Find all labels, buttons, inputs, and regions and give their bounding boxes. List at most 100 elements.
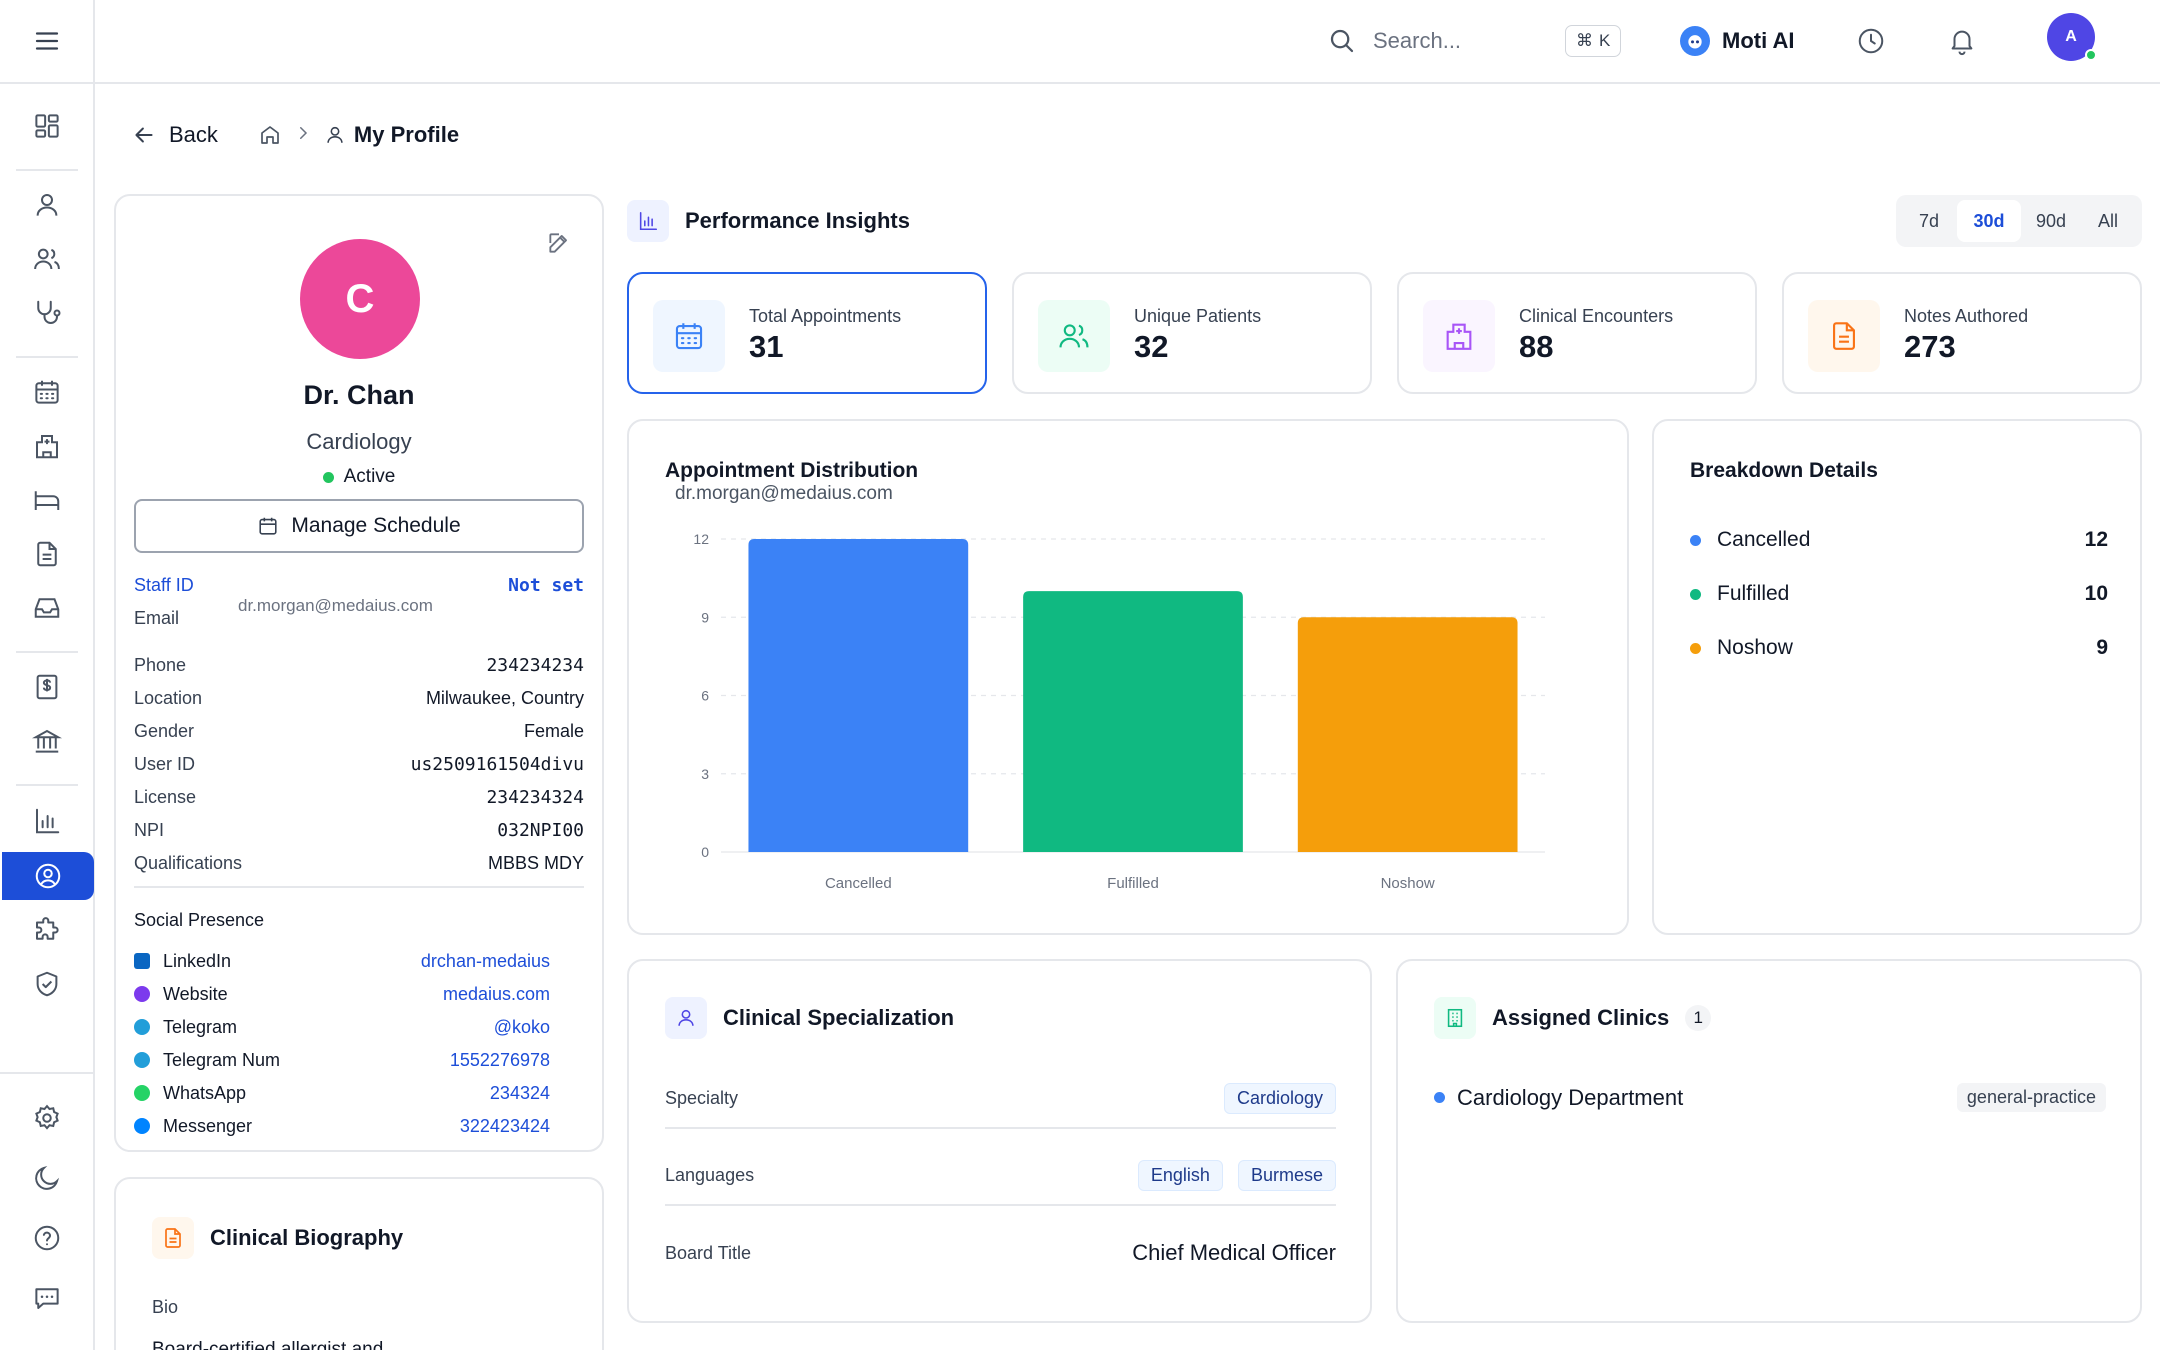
social-link[interactable]: drchan-medaius [420,950,550,971]
sidebar-divider [0,1072,94,1074]
home-icon[interactable] [258,123,282,147]
sidebar-item-settings[interactable] [0,1094,94,1142]
field-value: Female [523,720,584,741]
assistant-button[interactable]: Moti AI [1680,26,1795,56]
language-chip: English [1137,1159,1223,1191]
sidebar-item-calendar[interactable] [0,368,94,416]
clock-icon[interactable] [1856,26,1886,56]
range-tab[interactable]: 30d [1957,200,2021,242]
sidebar-item-theme[interactable] [0,1154,94,1202]
sidebar-item-integrations[interactable] [0,906,94,954]
sidebar-item-hospital[interactable] [0,422,94,470]
social-icon [134,1019,150,1035]
clinics-count: 1 [1685,1005,1712,1031]
search-bar[interactable]: Search... [1327,26,1461,56]
stat-total-appointments[interactable]: Total Appointments 31 [627,272,987,394]
performance-title: Performance Insights [685,208,910,233]
bar-noshow[interactable] [1297,617,1518,852]
bio-label: Bio [152,1297,179,1317]
x-tick-label: Cancelled [825,875,892,892]
command-key: ⌘ [1576,31,1593,50]
sidebar-item-bed[interactable] [0,476,94,524]
sidebar-divider [16,784,78,786]
sidebar-item-analytics[interactable] [0,797,94,845]
social-link[interactable]: 234324 [489,1082,550,1103]
social-link[interactable]: 322423424 [459,1115,550,1136]
social-label-group: Website [134,984,228,1005]
stat-unique-patients[interactable]: Unique Patients 32 [1012,272,1372,394]
sidebar-divider [16,169,78,171]
sidebar-item-profile[interactable] [2,852,94,900]
sidebar-item-security[interactable] [0,960,94,1008]
stat-value: 273 [1904,329,1956,364]
calendar-icon [259,517,277,535]
profile-field-row: License 234234324 [134,782,584,812]
sidebar-item-user[interactable] [0,181,94,229]
bar-chart-icon [627,200,669,242]
breakdown-dot [1690,534,1701,546]
board-title-label: Board Title [665,1242,752,1263]
chat-icon [35,1288,59,1309]
social-label: LinkedIn [163,950,232,971]
social-icon [134,986,150,1002]
profile-field-row: Location Milwaukee, Country [134,683,584,713]
users-icon [1038,300,1110,372]
breakdown-value: 9 [2096,636,2108,659]
stat-label: Clinical Encounters [1519,306,1674,326]
manage-schedule-button[interactable]: Manage Schedule [134,499,584,553]
social-label-group: WhatsApp [134,1083,246,1104]
edit-icon[interactable] [546,230,572,256]
staff-id-row: Staff ID Not set [134,570,584,600]
stat-notes-authored[interactable]: Notes Authored 273 [1782,272,2142,394]
clinic-item[interactable]: Cardiology Department general-practice [1434,1083,2106,1112]
sidebar-header [0,0,93,84]
users-icon [34,248,60,270]
user-circle-icon [35,863,61,889]
back-button[interactable]: Back [131,122,218,148]
social-icon [134,1118,150,1134]
profile-card: C Dr. Chan Cardiology Active Manage Sche… [114,194,604,1152]
menu-icon[interactable] [32,26,62,56]
dollar-document-icon [36,674,58,700]
sidebar-divider [16,651,78,653]
sidebar-item-help[interactable] [0,1214,94,1262]
stat-clinical-encounters[interactable]: Clinical Encounters 88 [1397,272,1757,394]
social-label: Telegram [163,1016,238,1037]
sidebar-item-bank[interactable] [0,717,94,765]
y-tick-label: 9 [701,609,709,625]
staff-id-label: Staff ID [134,574,194,595]
profile-name: Dr. Chan [303,380,415,410]
user-avatar[interactable]: A [2047,13,2097,61]
bell-icon[interactable] [1947,26,1977,56]
search-placeholder[interactable]: Search... [1373,28,1462,53]
user-icon [36,194,58,216]
help-circle-icon [34,1225,60,1251]
sidebar-item-feedback[interactable] [0,1274,94,1322]
top-header: Search... ⌘ K Moti AI A [95,0,2160,84]
social-link[interactable]: 1552276978 [449,1049,550,1070]
email-value[interactable]: dr.morgan@medaius.com [238,596,433,615]
specialization-header: Clinical Specialization [665,997,954,1039]
bar-cancelled[interactable] [748,539,969,852]
sidebar-item-stethoscope[interactable] [0,289,94,337]
breakdown-value: 12 [2084,528,2108,551]
sidebar-item-users[interactable] [0,235,94,283]
hospital-icon [36,435,58,459]
social-title: Social Presence [134,910,265,930]
field-label: Phone [134,654,187,675]
range-tab[interactable]: 7d [1918,210,1940,231]
sidebar-item-dashboard[interactable] [0,102,94,150]
sidebar-item-documents[interactable] [0,530,94,578]
y-tick-label: 3 [701,766,709,782]
social-link[interactable]: @koko [493,1016,550,1037]
stat-value: 31 [749,329,784,364]
sidebar-item-billing[interactable] [0,663,94,711]
bot-icon [1680,26,1710,56]
bar-fulfilled[interactable] [1023,591,1243,852]
social-label: WhatsApp [163,1082,247,1103]
range-tab[interactable]: All [2097,210,2118,231]
range-tab[interactable]: 90d [2035,210,2067,231]
breakdown-row: Noshow 9 [1690,632,2108,664]
sidebar-item-inbox[interactable] [0,584,94,632]
social-link[interactable]: medaius.com [442,983,550,1004]
